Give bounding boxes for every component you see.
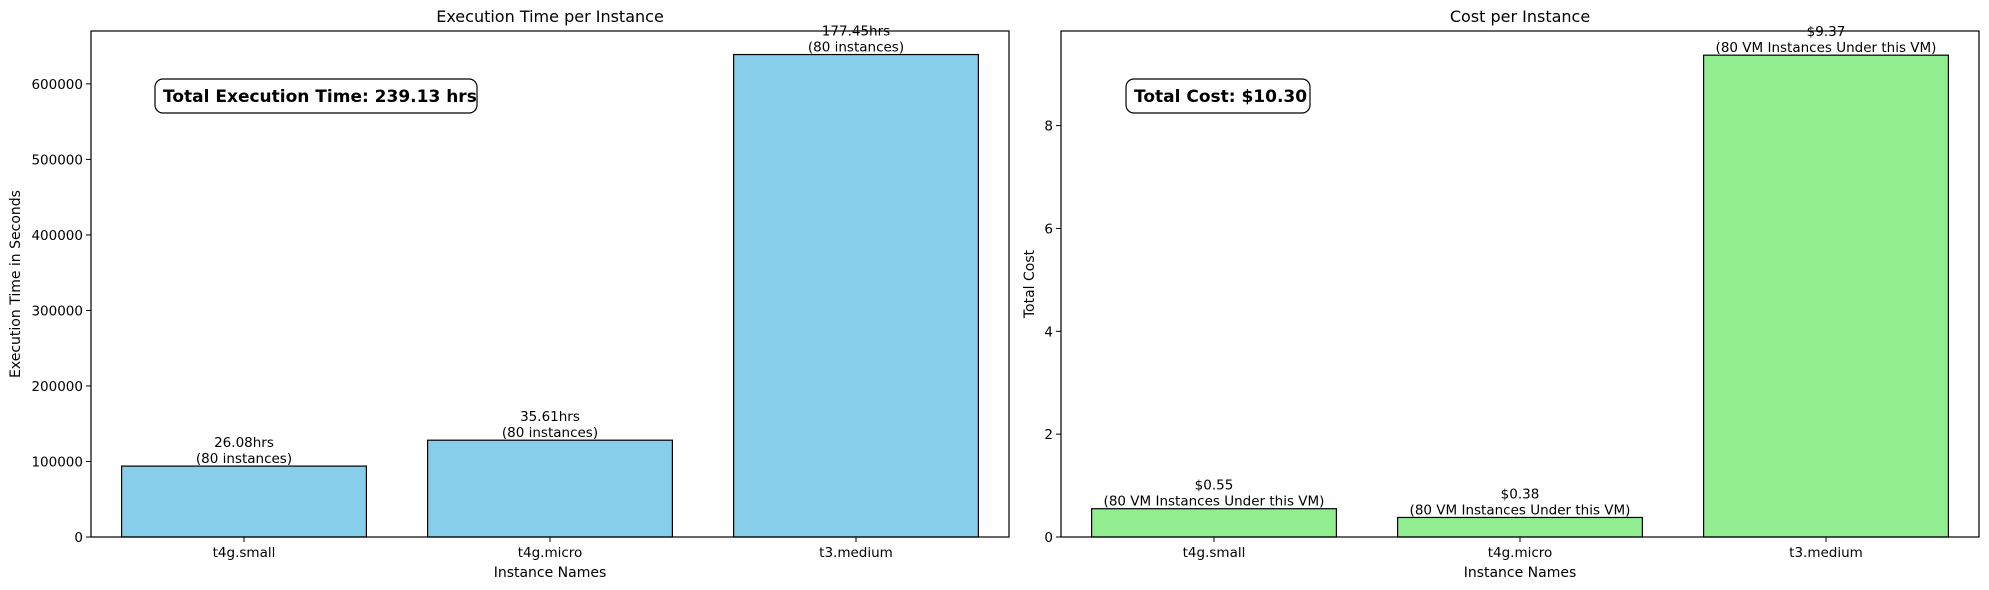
y-axis-label: Total Cost	[1022, 249, 1038, 319]
y-tick-label: 4	[1044, 324, 1053, 340]
x-tick-label: t3.medium	[1789, 545, 1863, 561]
total-annotation-box	[1125, 78, 1311, 114]
y-tick-label: 100000	[31, 454, 83, 470]
total-annotation-text: Total Execution Time: 239.13 hrs	[163, 87, 477, 107]
total-annotation-text: Total Cost: $10.30	[1134, 87, 1307, 107]
y-tick-label: 2	[1044, 427, 1053, 443]
chart-title: Cost per Instance	[1450, 7, 1590, 26]
bar-value-label: (80 instances)	[808, 40, 904, 56]
bar-value-label: $0.38	[1501, 486, 1540, 502]
y-tick-label: 200000	[31, 379, 83, 395]
bar-t4g.small	[120, 465, 368, 538]
bar-value-label: (80 VM Instances Under this VM)	[1104, 494, 1325, 510]
y-tick-label: 0	[74, 530, 83, 546]
bar-t4g.micro	[1396, 516, 1643, 538]
y-tick-label: 500000	[31, 152, 83, 168]
x-tick-label: t4g.micro	[1488, 545, 1553, 561]
bar-value-label: 35.61hrs	[520, 409, 580, 425]
bar-t4g.small	[1090, 508, 1337, 538]
x-tick-label: t3.medium	[819, 545, 893, 561]
bar-value-label: (80 instances)	[196, 451, 292, 467]
x-tick-label: t4g.micro	[518, 545, 583, 561]
y-axis-label: Execution Time in Seconds	[8, 190, 24, 378]
bar-t3.medium	[1702, 54, 1949, 538]
bar-value-label: (80 instances)	[502, 425, 598, 441]
y-tick-label: 400000	[31, 228, 83, 244]
bar-value-label: $0.55	[1195, 478, 1234, 494]
chart-title: Execution Time per Instance	[436, 7, 664, 26]
bar-t3.medium	[732, 53, 979, 538]
bar-value-label: (80 VM Instances Under this VM)	[1716, 40, 1937, 56]
cost-chart: Cost per Instance$0.55(80 VM Instances U…	[1022, 7, 1980, 581]
y-tick-label: 8	[1044, 119, 1053, 135]
y-tick-label: 600000	[31, 77, 83, 93]
plot-frame	[1060, 30, 1980, 538]
y-tick-label: 0	[1044, 530, 1053, 546]
y-tick-label: 6	[1044, 221, 1053, 237]
x-tick-label: t4g.small	[1183, 545, 1246, 561]
bar-value-label: $9.37	[1807, 24, 1846, 40]
x-tick-label: t4g.small	[213, 545, 276, 561]
bar-t4g.micro	[427, 439, 674, 538]
total-annotation-box	[154, 78, 478, 114]
x-axis-label: Instance Names	[494, 565, 607, 581]
x-axis-label: Instance Names	[1464, 565, 1577, 581]
bar-value-label: (80 VM Instances Under this VM)	[1410, 502, 1631, 518]
bar-value-label: 26.08hrs	[214, 435, 274, 451]
y-tick-label: 300000	[31, 303, 83, 319]
plot-frame	[90, 30, 1010, 538]
